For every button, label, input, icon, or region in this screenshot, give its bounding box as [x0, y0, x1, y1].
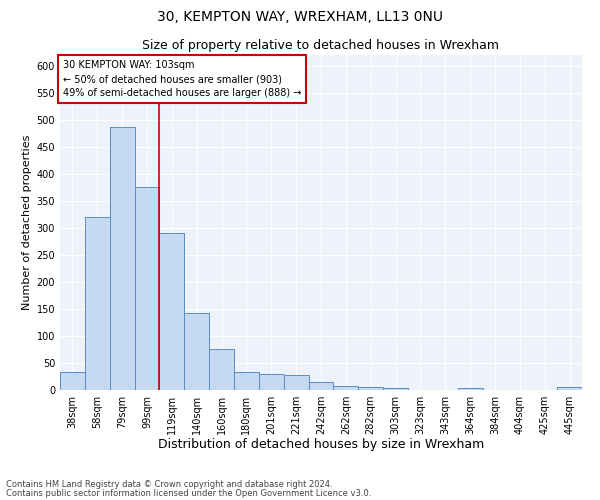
Bar — [234, 372, 259, 390]
Text: Contains HM Land Registry data © Crown copyright and database right 2024.: Contains HM Land Registry data © Crown c… — [6, 480, 332, 489]
Text: 30 KEMPTON WAY: 103sqm
← 50% of detached houses are smaller (903)
49% of semi-de: 30 KEMPTON WAY: 103sqm ← 50% of detached… — [62, 60, 301, 98]
Text: Contains public sector information licensed under the Open Government Licence v3: Contains public sector information licen… — [6, 488, 371, 498]
Bar — [184, 312, 209, 390]
Bar — [383, 388, 408, 390]
Bar — [284, 376, 308, 390]
Bar — [110, 127, 134, 390]
Bar — [259, 374, 284, 390]
Bar — [308, 382, 334, 390]
Title: Size of property relative to detached houses in Wrexham: Size of property relative to detached ho… — [143, 40, 499, 52]
Y-axis label: Number of detached properties: Number of detached properties — [22, 135, 32, 310]
Bar — [60, 372, 85, 390]
Bar — [358, 388, 383, 390]
Bar — [160, 234, 184, 390]
Bar — [458, 388, 482, 390]
Bar — [557, 388, 582, 390]
Bar — [209, 349, 234, 390]
Bar — [85, 217, 110, 390]
X-axis label: Distribution of detached houses by size in Wrexham: Distribution of detached houses by size … — [158, 438, 484, 452]
Bar — [334, 386, 358, 390]
Bar — [134, 188, 160, 390]
Text: 30, KEMPTON WAY, WREXHAM, LL13 0NU: 30, KEMPTON WAY, WREXHAM, LL13 0NU — [157, 10, 443, 24]
